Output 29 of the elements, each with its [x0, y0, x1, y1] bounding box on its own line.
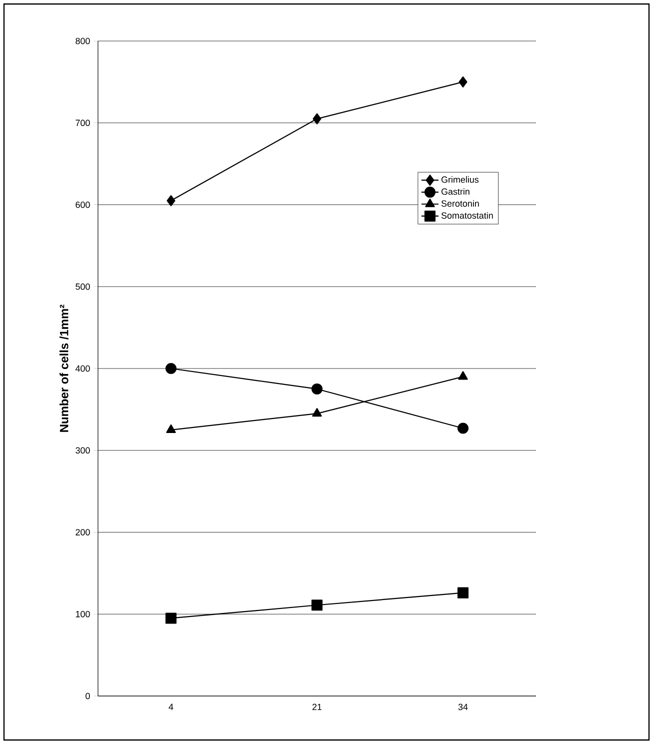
x-tick-label: 34: [458, 704, 468, 710]
y-tick-label: 700: [76, 120, 90, 126]
point: [166, 195, 176, 206]
legend-label: Grimelius: [441, 176, 479, 183]
y-tick-label: 0: [86, 692, 90, 700]
y-tick-label: 100: [76, 610, 90, 618]
point: [457, 422, 469, 434]
point: [312, 113, 322, 124]
y-tick-label: 500: [76, 283, 90, 290]
point: [458, 76, 468, 88]
x-tick-label: 4: [168, 704, 174, 710]
y-tick-label: 200: [76, 529, 90, 536]
y-tick-label: 800: [76, 38, 90, 44]
legend-label: Somatostatin: [441, 212, 493, 219]
y-tick-label: 600: [76, 202, 90, 208]
y-axis-title: Number of cells /1mm²: [60, 304, 68, 432]
point: [312, 408, 322, 417]
legend-label: Gastrin: [441, 188, 470, 195]
x-tick-label: 21: [312, 704, 322, 710]
point: [458, 371, 468, 380]
y-tick-label: 400: [75, 365, 90, 372]
point: [311, 383, 323, 394]
point: [457, 587, 469, 598]
legend-label: Serotonin: [441, 200, 479, 207]
point: [165, 362, 177, 374]
y-tick-label: 300: [76, 447, 90, 454]
point: [166, 424, 176, 433]
point: [311, 600, 323, 611]
point: [165, 612, 177, 624]
